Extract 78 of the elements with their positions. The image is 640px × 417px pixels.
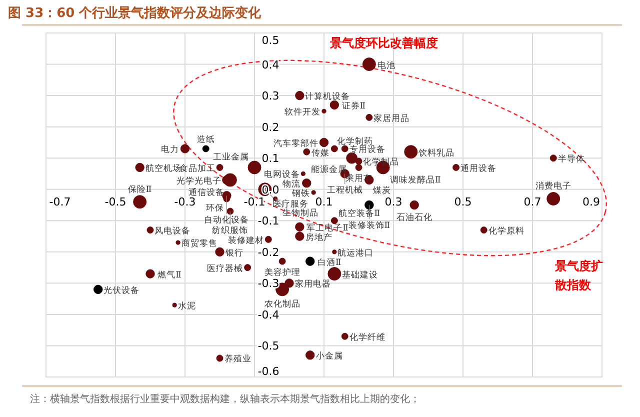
data-label: 装修建材	[228, 234, 264, 246]
y-tick-label: -0.5	[258, 340, 280, 353]
data-label: 饮料乳品	[418, 147, 455, 158]
x-tick-label: 0.3	[384, 195, 402, 208]
y-tick-label: -0.1	[258, 214, 280, 228]
data-label: 纺织服饰	[212, 225, 248, 236]
data-label: 装修装饰Ⅱ	[348, 220, 390, 231]
data-label: 证券Ⅱ	[342, 100, 366, 112]
data-label: 软件开发	[284, 106, 321, 118]
data-label: 家用电器	[294, 278, 331, 290]
chart-title: 图 33：60 个行业景气指数评分及边际变化	[8, 5, 262, 21]
data-label: 医疗器械	[207, 263, 244, 274]
data-label: 航空装备Ⅱ	[338, 208, 380, 219]
data-label: 燃气Ⅱ	[158, 269, 182, 280]
data-label: 银行	[224, 247, 244, 258]
data-label: 半导体	[558, 154, 585, 165]
data-label: 煤炭	[373, 184, 392, 196]
data-label: 自动化设备	[204, 214, 250, 226]
x-tick-label: 0.1	[315, 195, 333, 208]
data-label: 家居用品	[374, 112, 410, 124]
data-label: 工程机械	[326, 184, 363, 196]
data-label: 水泥	[178, 300, 196, 312]
x-tick-label: 0.5	[454, 195, 472, 208]
y-tick-label: -0.6	[258, 365, 280, 378]
data-label: 军工电子Ⅱ	[306, 222, 349, 234]
data-label: 专用设备	[349, 144, 386, 156]
data-label: 计算机设备	[305, 91, 350, 102]
x-tick-label: -0.5	[104, 195, 126, 208]
data-label: 保险Ⅱ	[128, 184, 152, 195]
data-label: 光学光电子	[176, 175, 222, 186]
data-label: 工业金属	[212, 151, 249, 162]
x-tick-label: 0.9	[582, 195, 600, 208]
data-label: 调味发酵品Ⅱ	[390, 174, 441, 186]
text: 注：横轴景气指数根据行业重要中观数据构建，纵轴表示本期景气指数相比上期的变化；	[30, 393, 420, 405]
y-tick-label: -0.3	[258, 277, 280, 290]
data-label: 生物制品	[282, 207, 319, 218]
data-label: 医疗服务	[272, 198, 309, 210]
data-label: 养殖业	[224, 354, 252, 365]
y-tick-label: 0.1	[262, 152, 280, 166]
x-axis-title: 景气度扩散指数	[554, 259, 603, 292]
data-label: 物流	[282, 178, 301, 190]
data-label: 房地产	[305, 232, 332, 243]
data-label: 农化制品	[264, 298, 300, 310]
data-label: 小金属	[316, 350, 343, 362]
data-label: 航运港口	[338, 247, 374, 258]
data-label: 电力	[161, 144, 180, 156]
data-label: 化学纤维	[349, 332, 386, 343]
data-label: 电网设备	[264, 169, 300, 180]
y-tick-label: 0.3	[262, 90, 280, 103]
y-tick-label: 0.4	[262, 58, 280, 72]
data-label: 食品加工	[179, 162, 216, 174]
data-label: 电池	[377, 60, 396, 71]
y-tick-label: 0.5	[262, 34, 280, 47]
data-label: 钢铁	[290, 188, 310, 199]
data-label: 传媒	[311, 147, 330, 158]
y-axis-title: 景气度环比改善幅度	[329, 36, 438, 50]
x-tick-label: -0.3	[174, 195, 196, 208]
data-label: 白酒Ⅱ	[317, 256, 342, 268]
data-label: 环保	[206, 202, 224, 214]
y-tick-label: -0.4	[258, 308, 280, 322]
data-label: 通用设备	[460, 162, 496, 174]
data-label: 商贸零售	[181, 238, 218, 250]
x-tick-label: -0.1	[244, 195, 266, 208]
y-tick-label: 0.2	[262, 120, 280, 134]
data-label: 航空机场	[145, 162, 182, 174]
data-label: 石油石化	[396, 212, 432, 223]
x-tick-label: -0.7	[49, 195, 71, 208]
data-label: 美容护理	[264, 267, 300, 278]
y-tick-label: -0.2	[258, 246, 280, 259]
data-label: 通信设备	[188, 186, 224, 198]
data-label: 汽车零部件	[274, 138, 319, 149]
data-label: 基础建设	[342, 269, 378, 280]
data-label: 化学原料	[488, 226, 524, 237]
data-label: 光伏设备	[104, 284, 140, 296]
x-tick-label: 0.7	[524, 195, 542, 208]
data-label: 造纸	[196, 134, 215, 145]
data-label: 消费电子	[535, 180, 572, 192]
data-label: 风电设备	[154, 226, 191, 237]
